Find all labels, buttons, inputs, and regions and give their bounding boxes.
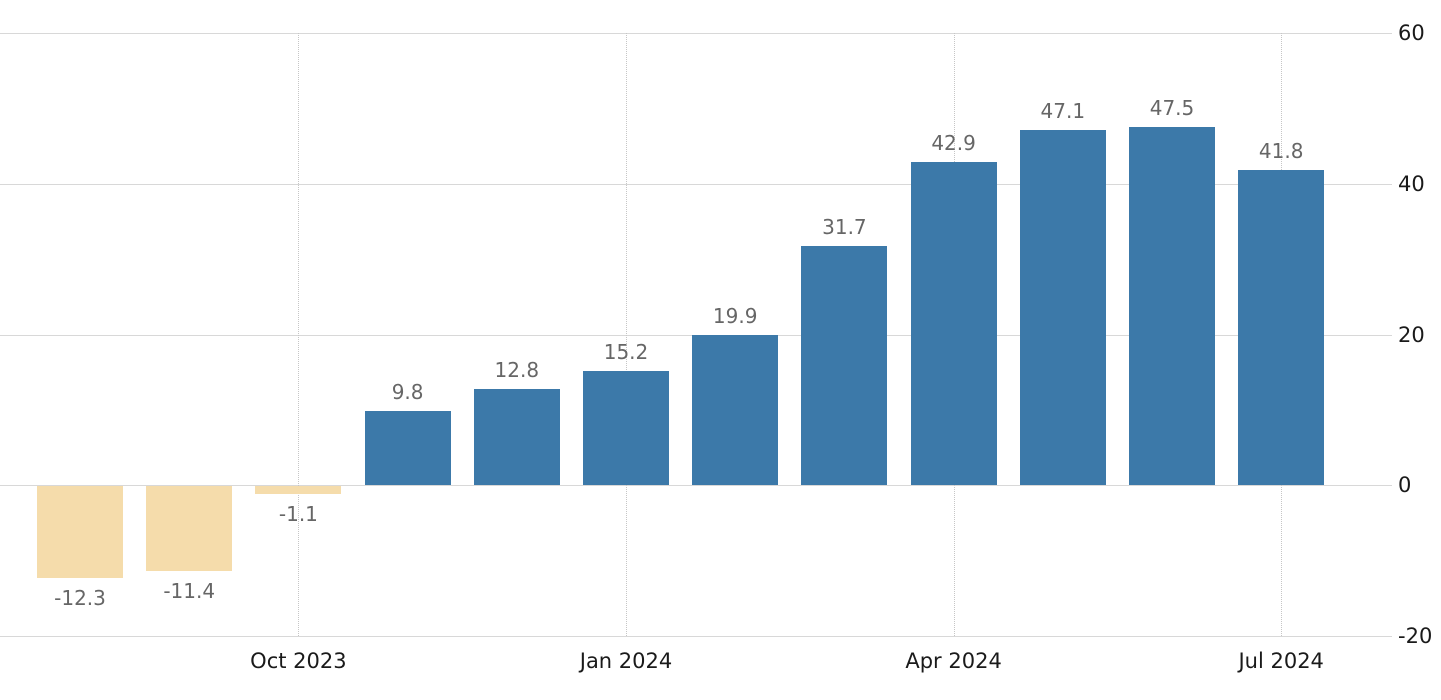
bar bbox=[583, 370, 669, 486]
horizontal-gridline bbox=[0, 636, 1392, 637]
y-axis-tick-label: -20 bbox=[1398, 624, 1433, 648]
vertical-gridline bbox=[298, 33, 300, 636]
bar-value-label: 31.7 bbox=[822, 215, 867, 240]
bar bbox=[37, 486, 123, 578]
y-axis-tick-label: 40 bbox=[1398, 171, 1425, 196]
bar-value-label: 19.9 bbox=[712, 304, 758, 329]
bar-value-label: 9.8 bbox=[391, 380, 424, 405]
bar-value-label: 42.9 bbox=[931, 130, 976, 155]
bar-value-label: 47.1 bbox=[1040, 99, 1086, 124]
bar bbox=[1019, 130, 1106, 486]
bar bbox=[146, 486, 233, 572]
bar bbox=[801, 246, 888, 486]
horizontal-gridline bbox=[0, 485, 1392, 487]
bar bbox=[364, 411, 451, 486]
bar bbox=[473, 388, 560, 486]
x-axis-tick-label: Oct 2023 bbox=[250, 649, 347, 673]
bar-value-label: 47.5 bbox=[1149, 96, 1195, 121]
y-axis-tick-label: 60 bbox=[1398, 21, 1425, 45]
vertical-gridline bbox=[626, 33, 627, 636]
bar-value-label: 15.2 bbox=[603, 339, 649, 364]
bar-value-label: 41.8 bbox=[1258, 139, 1304, 164]
y-axis-tick-label: 0 bbox=[1398, 473, 1412, 498]
bar-value-label: 12.8 bbox=[494, 357, 540, 382]
bar bbox=[910, 161, 997, 486]
bar bbox=[1238, 170, 1325, 486]
bar-value-label: -12.3 bbox=[54, 585, 106, 610]
bar bbox=[255, 486, 342, 494]
horizontal-gridline bbox=[0, 334, 1392, 336]
bar-value-label: -11.4 bbox=[163, 579, 216, 604]
bar bbox=[692, 335, 779, 486]
bar-value-label: -1.1 bbox=[278, 501, 318, 526]
x-axis-tick-label: Jul 2024 bbox=[1238, 649, 1324, 673]
bar bbox=[1129, 127, 1215, 486]
horizontal-gridline bbox=[0, 33, 1392, 34]
horizontal-gridline bbox=[0, 183, 1392, 185]
x-axis-tick-label: Jan 2024 bbox=[579, 649, 673, 673]
x-axis-tick-label: Apr 2024 bbox=[905, 649, 1002, 673]
y-axis-tick-label: 20 bbox=[1398, 322, 1425, 347]
